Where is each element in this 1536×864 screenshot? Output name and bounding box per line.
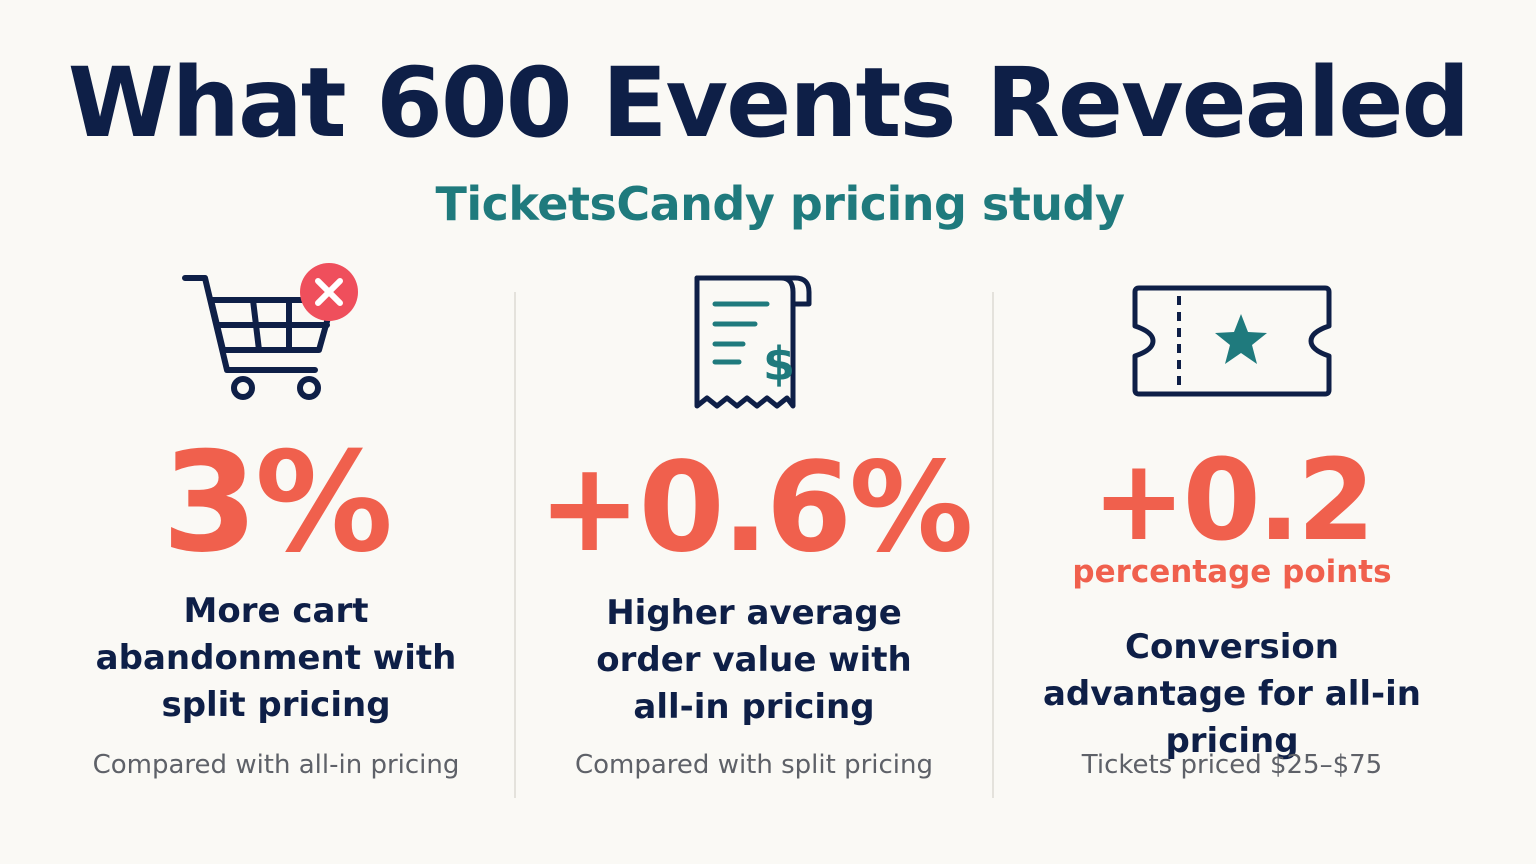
stat-value: +0.6%: [537, 436, 974, 580]
page-subtitle: TicketsCandy pricing study: [435, 177, 1125, 231]
ticket-star-icon: [1132, 285, 1332, 397]
stat-note: Tickets priced $25–$75: [1081, 750, 1383, 780]
stat-card-conversion: +0.2 percentage points Conversion advant…: [1012, 260, 1452, 800]
stat-card-order-value: $ +0.6% Higher average order value with …: [534, 260, 974, 800]
stat-description: More cart abandonment with split pricing: [95, 591, 457, 725]
stat-value: 3%: [161, 422, 393, 583]
column-divider: [992, 292, 994, 798]
svg-text:$: $: [763, 337, 795, 391]
stat-card-cart-abandonment: 3% More cart abandonment with split pric…: [56, 260, 496, 800]
receipt-dollar-icon: $: [694, 275, 812, 409]
shopping-cart-remove-icon: [182, 263, 358, 400]
column-divider: [514, 292, 516, 798]
stat-note: Compared with split pricing: [574, 750, 933, 780]
stat-description: Higher average order value with all-in p…: [596, 593, 912, 727]
stat-description: Conversion advantage for all-in pricing: [1042, 627, 1421, 761]
stat-unit: percentage points: [1072, 554, 1392, 590]
page-title: What 600 Events Revealed: [67, 47, 1470, 159]
stat-note: Compared with all-in pricing: [92, 750, 460, 780]
stat-value: +0.2: [1091, 436, 1375, 566]
